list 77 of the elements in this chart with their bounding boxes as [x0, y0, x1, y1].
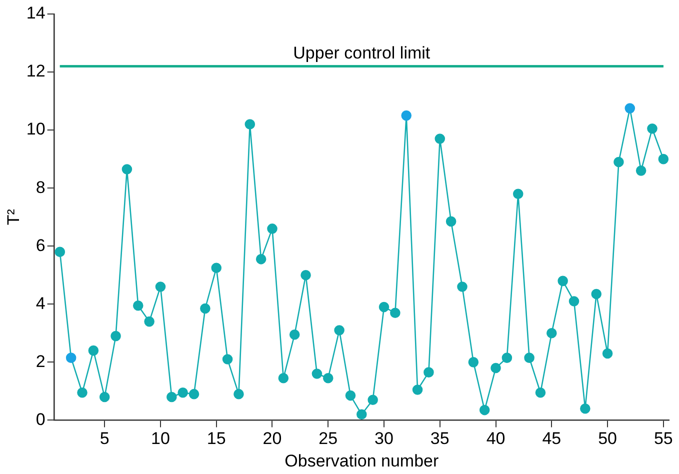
y-tick-label: 10 [26, 120, 46, 139]
point [132, 300, 144, 311]
x-tick-label: 15 [206, 429, 226, 448]
point [479, 404, 490, 416]
y-tick-label: 12 [26, 62, 46, 81]
point [334, 325, 344, 336]
point [390, 308, 400, 318]
point [144, 316, 154, 327]
y-tick-label: 0 [36, 410, 46, 429]
point [412, 384, 423, 395]
point [278, 372, 289, 384]
point [211, 262, 222, 274]
point [535, 387, 546, 398]
x-tick-label: 5 [100, 429, 110, 448]
point [434, 134, 446, 144]
point [647, 123, 658, 134]
point [77, 387, 88, 398]
point [54, 246, 66, 258]
point [322, 372, 334, 384]
point [558, 276, 568, 286]
point [178, 387, 188, 398]
point [166, 392, 177, 402]
x-tick-label: 40 [486, 429, 506, 448]
point [289, 329, 300, 340]
x-tick-label: 20 [262, 429, 282, 448]
point [468, 357, 479, 368]
point [234, 388, 244, 400]
x-tick-label: 35 [430, 429, 450, 448]
point [490, 362, 501, 374]
point [546, 328, 557, 338]
point [155, 282, 166, 292]
point [110, 330, 121, 342]
point [188, 388, 200, 400]
y-tick-label: 4 [36, 294, 46, 313]
point [256, 254, 266, 264]
x-tick-label: 55 [654, 429, 673, 448]
x-tick-label: 30 [374, 429, 394, 448]
point [88, 345, 99, 356]
point [580, 403, 590, 414]
point [512, 188, 524, 200]
y-tick-label: 14 [26, 4, 46, 23]
point [636, 166, 646, 176]
point [99, 392, 110, 402]
x-tick-label: 50 [598, 429, 617, 448]
point [658, 154, 669, 164]
y-tick-label: 2 [36, 352, 46, 371]
point [312, 368, 322, 379]
point [591, 288, 602, 300]
point [624, 103, 636, 114]
y-tick-label: 6 [36, 236, 46, 255]
point [300, 270, 311, 280]
point [424, 367, 434, 378]
point [602, 348, 613, 359]
point [614, 156, 624, 168]
point [345, 390, 356, 401]
point [368, 394, 378, 406]
point [378, 302, 390, 312]
y-tick-label: 8 [36, 178, 46, 197]
point [267, 224, 278, 234]
point [222, 354, 233, 364]
point [200, 303, 210, 314]
point [568, 296, 580, 306]
point [457, 282, 468, 292]
point [524, 352, 534, 363]
point [356, 409, 367, 420]
point [502, 352, 512, 363]
x-axis-title: Observation number [284, 451, 439, 470]
point [122, 164, 132, 174]
point [244, 119, 256, 130]
point [66, 352, 76, 363]
x-tick-label: 25 [318, 429, 338, 448]
point [446, 216, 456, 227]
ref-line-label: Upper control limit [293, 43, 430, 62]
point [401, 110, 412, 121]
x-tick-label: 45 [542, 429, 562, 448]
x-tick-label: 10 [151, 429, 170, 448]
y-axis-title: T² [4, 208, 23, 226]
